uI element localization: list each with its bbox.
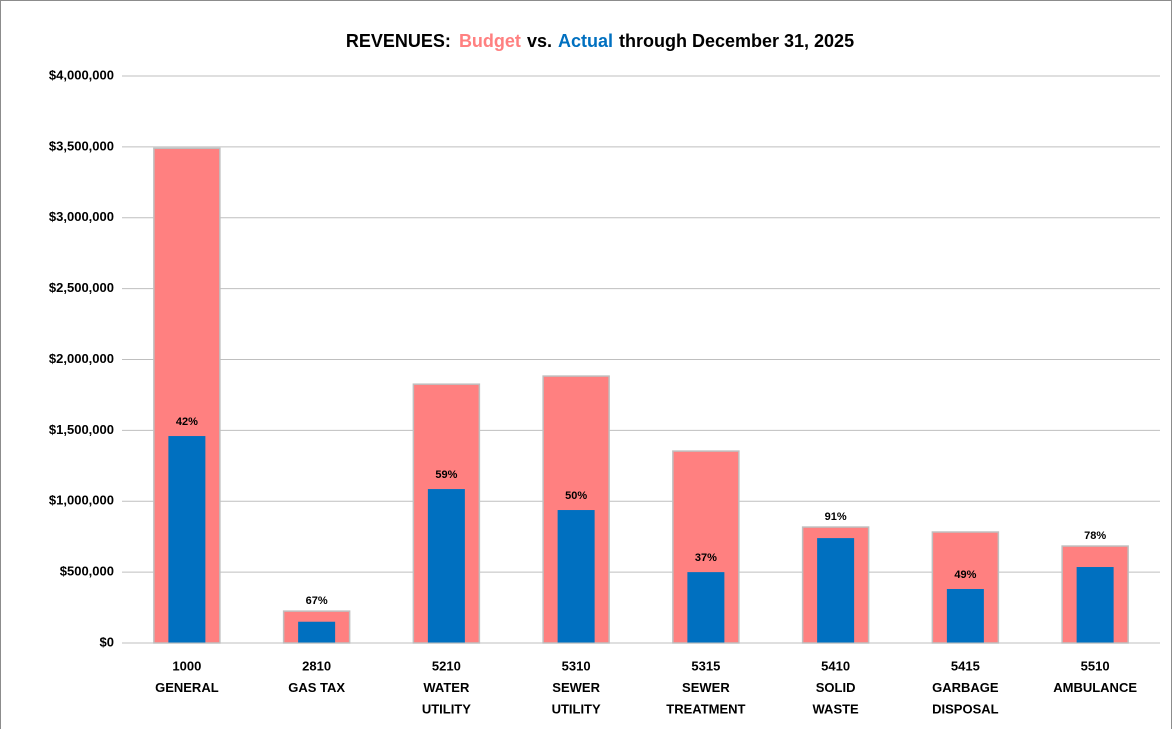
- x-tick-label: 5510: [1081, 658, 1110, 673]
- data-label: 78%: [1084, 530, 1106, 542]
- y-tick-label: $3,500,000: [49, 138, 114, 153]
- x-tick-label: 1000: [172, 658, 201, 673]
- x-tick-label: 5210: [432, 658, 461, 673]
- x-tick-label: 5315: [691, 658, 720, 673]
- bar: [1076, 567, 1114, 643]
- x-tick-label: 2810: [302, 658, 331, 673]
- x-tick-label: DISPOSAL: [932, 701, 999, 716]
- data-label: 59%: [435, 469, 457, 481]
- y-tick-label: $0: [100, 634, 114, 649]
- x-tick-label: GAS TAX: [288, 680, 345, 695]
- y-tick-label: $4,000,000: [49, 67, 114, 82]
- data-label: 50%: [565, 490, 587, 502]
- x-tick-label: GARBAGE: [932, 680, 999, 695]
- x-tick-label: GENERAL: [155, 680, 219, 695]
- x-tick-label: 5310: [562, 658, 591, 673]
- bar: [427, 489, 465, 643]
- bar: [168, 436, 206, 643]
- x-tick-label: SOLID: [816, 680, 856, 695]
- y-tick-label: $1,500,000: [49, 422, 114, 437]
- y-tick-label: $3,000,000: [49, 209, 114, 224]
- x-tick-label: SEWER: [552, 680, 600, 695]
- x-tick-label: UTILITY: [422, 701, 471, 716]
- x-tick-label: TREATMENT: [666, 701, 745, 716]
- data-label: 37%: [695, 552, 717, 564]
- title-part: through December 31, 2025: [619, 31, 854, 51]
- bar: [298, 621, 336, 643]
- bar: [946, 588, 984, 643]
- chart-title: REVENUES: Budget vs. Actual through December…: [346, 31, 854, 51]
- y-tick-label: $2,000,000: [49, 351, 114, 366]
- bar: [557, 510, 595, 643]
- y-tick-label: $2,500,000: [49, 280, 114, 295]
- x-tick-label: SEWER: [682, 680, 730, 695]
- x-tick-label: 5415: [951, 658, 980, 673]
- x-tick-label: AMBULANCE: [1053, 680, 1137, 695]
- bar: [817, 538, 855, 643]
- y-tick-label: $500,000: [60, 564, 114, 579]
- data-label: 91%: [825, 511, 847, 523]
- y-tick-label: $1,000,000: [49, 493, 114, 508]
- bar: [687, 572, 725, 643]
- x-tick-label: WASTE: [813, 701, 860, 716]
- title-part: vs.: [527, 31, 552, 51]
- data-label: 67%: [306, 595, 328, 607]
- data-label: 42%: [176, 416, 198, 428]
- title-part: REVENUES:: [346, 31, 451, 51]
- x-tick-label: 5410: [821, 658, 850, 673]
- x-tick-label: WATER: [423, 680, 470, 695]
- title-series: Actual: [558, 31, 613, 51]
- x-tick-label: UTILITY: [552, 701, 601, 716]
- title-series: Budget: [459, 31, 521, 51]
- data-label: 49%: [954, 569, 976, 581]
